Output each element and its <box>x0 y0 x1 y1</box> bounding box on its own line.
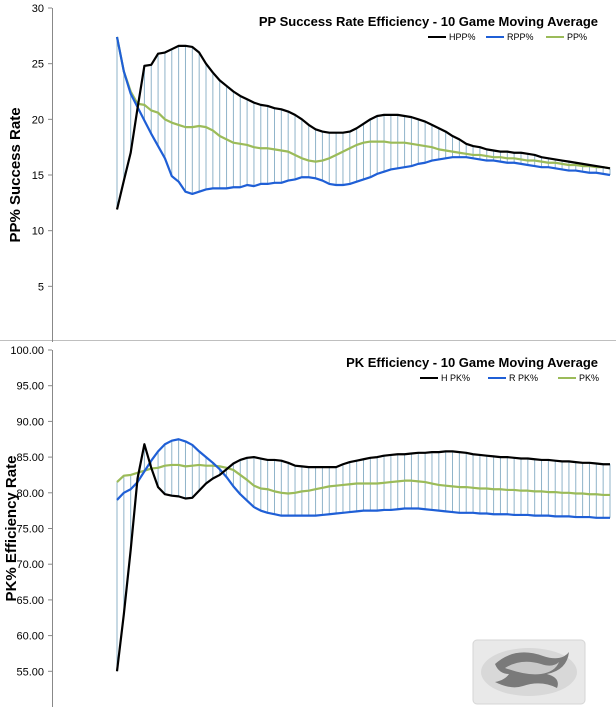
pk-y-tick-label: 90.00 <box>16 416 44 428</box>
pp-series-line-pp <box>115 36 611 170</box>
pk-legend-label: R PK% <box>509 373 538 383</box>
pp-legend: HPP% RPP% PP% <box>428 32 587 42</box>
pk-legend-label: H PK% <box>441 373 470 383</box>
pp-legend-label: HPP% <box>449 32 476 42</box>
pk-legend-label: PK% <box>579 373 599 383</box>
pk-legend: H PK% R PK% PK% <box>420 373 599 383</box>
pp-y-axis-title: PP% Success Rate <box>7 107 24 242</box>
pp-chart-background <box>0 0 616 340</box>
pp-legend-label: RPP% <box>507 32 534 42</box>
pk-series-line-rpk <box>116 438 610 519</box>
pk-efficiency-chart: 55.00 60.00 65.00 70.00 75.00 80.00 85.00 90.00… <box>3 345 611 707</box>
pp-series-line-rpp <box>115 36 611 196</box>
pk-y-tick-label: 70.00 <box>16 559 44 571</box>
ducks-logo <box>472 639 586 705</box>
pk-y-tick-label: 95.00 <box>16 381 44 393</box>
pp-y-tick-label: 5 <box>38 281 44 293</box>
pp-y-tick-label: 15 <box>32 170 44 182</box>
pp-chart-title: PP Success Rate Efficiency - 10 Game Mov… <box>259 14 598 29</box>
pk-series-line-hpk <box>115 443 610 672</box>
pp-efficiency-chart: 5 10 15 20 25 30 PP% Success Rate PP Success Ra… <box>7 3 611 342</box>
pp-y-tick-label: 10 <box>32 226 44 238</box>
pp-y-tick-label: 25 <box>32 59 44 71</box>
pp-legend-label: PP% <box>567 32 587 42</box>
pk-y-tick-label: 85.00 <box>16 452 44 464</box>
pk-y-tick-label: 60.00 <box>16 631 44 643</box>
pk-chart-title: PK Efficiency - 10 Game Moving Average <box>346 355 598 370</box>
pk-y-tick-label: 100.00 <box>10 345 44 357</box>
pk-y-tick-label: 55.00 <box>16 666 44 678</box>
pp-y-tick-label: 20 <box>32 114 44 126</box>
pp-y-tick-label: 30 <box>32 3 44 15</box>
pp-series-line-hpp <box>115 44 611 210</box>
pk-y-tick-label: 75.00 <box>16 524 44 536</box>
pk-y-tick-label: 65.00 <box>16 595 44 607</box>
pk-y-axis-title: PK% Efficiency Rate <box>3 456 20 602</box>
pk-series-line-pk <box>116 463 610 497</box>
pk-y-tick-label: 80.00 <box>16 488 44 500</box>
